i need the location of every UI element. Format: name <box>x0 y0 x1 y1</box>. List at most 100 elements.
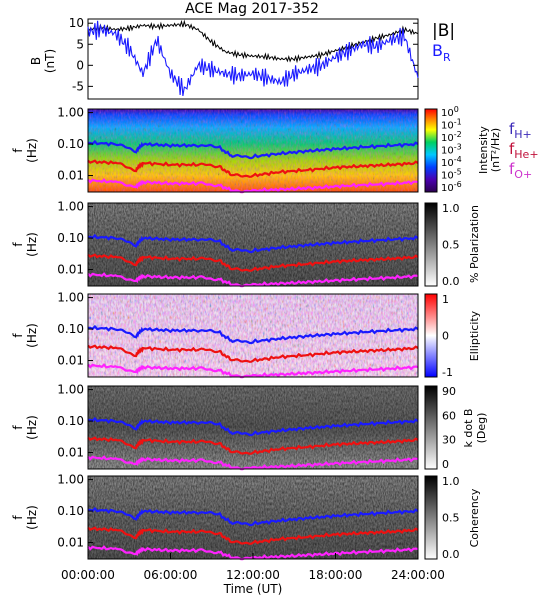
intensity-cb-tick: 10-1 <box>441 118 462 132</box>
intensity-cb-tick: 10-6 <box>441 180 462 194</box>
gyrofrequency-line <box>87 344 419 363</box>
freq-ytick-label: 0.01 <box>57 169 84 183</box>
freq-ytick-label: 0.10 <box>57 322 84 336</box>
freq-ytick-label: 0.01 <box>57 536 84 550</box>
gyrofrequency-line <box>87 253 419 272</box>
freq-ytick-label: 0.10 <box>57 231 84 245</box>
legend-main: f <box>509 120 515 138</box>
freq-ytick-label: 0.01 <box>57 446 84 460</box>
freq-ylabel-top: f <box>11 515 25 520</box>
freq-ytick-label: 1.00 <box>57 473 84 487</box>
freq-ytick-label: 0.10 <box>57 137 84 151</box>
intensity-cb-base: 10 <box>441 171 454 182</box>
legend-total-b: |B| <box>432 21 455 41</box>
panel-coherency: 1.0 0.5 0.0 Coherency <box>87 475 481 561</box>
coherency-label: Coherency <box>468 488 481 547</box>
gyrofrequency-line <box>87 455 419 471</box>
freq-ylabel-top: f <box>11 425 25 430</box>
gyrofrequency-line <box>87 159 419 178</box>
gyrofrequency-line <box>87 272 419 288</box>
intensity-cb-base: 10 <box>441 121 454 132</box>
intensity-cb-tick: 10-5 <box>441 168 462 182</box>
intensity-cb-base: 10 <box>441 146 454 157</box>
ellipticity-cb-tick: 1 <box>442 293 449 306</box>
freq-ytick-label: 0.01 <box>57 263 84 277</box>
freq-ytick-label: 1.00 <box>57 200 84 214</box>
legend-main: f <box>509 140 515 158</box>
panel-polarization: 1.0 0.5 0.0 % Polarization <box>87 202 481 288</box>
intensity-cb-exp: -6 <box>454 180 462 189</box>
kdotb-cb-tick: 30 <box>442 434 456 447</box>
b-ylabel-bottom: (nT) <box>43 49 57 73</box>
intensity-cb-base: 10 <box>441 158 454 169</box>
b-ytick-label: 0 <box>76 58 84 72</box>
freq-ylabel-top: f <box>11 242 25 247</box>
legend-sub: He+ <box>514 148 538 161</box>
ellipticity-cb-tick: 0 <box>442 330 449 343</box>
coherency-cb-tick: 1.0 <box>442 475 460 488</box>
kdotb-label-top: k dot B <box>462 409 475 448</box>
gyrofrequency-line <box>87 363 419 379</box>
x-tick-label: 12:00:00 <box>226 568 280 582</box>
freq-ylabel-bottom: (Hz) <box>25 232 39 257</box>
x-axis-label: Time (UT) <box>223 582 283 596</box>
legend-b-r-main: B <box>432 41 443 60</box>
polarization-cb-tick: 1.0 <box>442 202 460 215</box>
x-tick-label: 06:00:00 <box>144 568 198 582</box>
intensity-cb-base: 10 <box>441 108 454 119</box>
legend-sub: O+ <box>514 168 532 181</box>
kdotb-colorbar <box>424 385 438 470</box>
kdotb-cb-tick: 60 <box>442 409 456 422</box>
freq-ytick-label: 1.00 <box>57 383 84 397</box>
x-tick-label: 00:00:00 <box>61 568 115 582</box>
freq-ytick-label: 0.01 <box>57 354 84 368</box>
ellipticity-label: Ellipticity <box>468 310 481 361</box>
intensity-cb-exp: -5 <box>454 168 462 177</box>
figure-title: ACE Mag 2017-352 <box>185 1 319 17</box>
coherency-cb-tick: 0.5 <box>442 512 460 525</box>
polarization-colorbar <box>424 202 438 287</box>
freq-ylabel-top: f <box>11 148 25 153</box>
intensity-cb-base: 10 <box>441 183 454 194</box>
panel-kdotb: 90 60 30 0 k dot B (Deg) <box>87 385 488 471</box>
gyrofrequency-legend-item: fH+ <box>509 120 532 141</box>
x-tick-label: 18:00:00 <box>309 568 363 582</box>
intensity-cb-tick: 10-3 <box>441 143 462 157</box>
b-ylabel-top: B <box>29 57 43 65</box>
intensity-cb-exp: -3 <box>454 143 462 152</box>
freq-ytick-label: 1.00 <box>57 291 84 305</box>
gyrofrequency-line <box>87 436 419 455</box>
ellipticity-colorbar <box>424 293 438 378</box>
freq-ytick-label: 0.10 <box>57 414 84 428</box>
intensity-cb-base: 10 <box>441 133 454 144</box>
x-tick-label: 24:00:00 <box>391 568 445 582</box>
freq-ylabel-top: f <box>11 333 25 338</box>
panel-ellipticity: 1 0 -1 Ellipticity <box>87 293 481 379</box>
gyrofrequency-line <box>87 324 419 345</box>
legend-b-r-sub: R <box>443 51 451 64</box>
legend-sub: H+ <box>514 128 532 141</box>
ellipticity-cb-tick: -1 <box>442 366 453 379</box>
kdotb-cb-tick: 90 <box>442 385 456 398</box>
polarization-cb-tick: 0.5 <box>442 239 460 252</box>
gyrofrequency-legend-item: fHe+ <box>509 140 539 161</box>
b-ytick-label: 5 <box>76 37 84 51</box>
polarization-label: % Polarization <box>468 205 481 283</box>
coherency-cb-tick: 0.0 <box>442 548 460 561</box>
freq-ylabel-bottom: (Hz) <box>25 505 39 530</box>
kdotb-cb-tick: 0 <box>442 458 449 471</box>
intensity-cb-exp: -1 <box>454 118 462 127</box>
gyrofrequency-line <box>87 416 419 437</box>
intensity-cb-exp: -4 <box>454 155 462 164</box>
gyrofrequency-line <box>87 506 419 527</box>
gyrofrequency-legend-item: fO+ <box>509 160 532 181</box>
legend-main: f <box>509 160 515 178</box>
intensity-colorbar <box>424 108 438 193</box>
gyrofrequency-line <box>87 526 419 545</box>
gyrofrequency-line <box>87 545 419 561</box>
gyrofrequency-line <box>87 233 419 254</box>
intensity-cb-tick: 100 <box>441 105 459 119</box>
